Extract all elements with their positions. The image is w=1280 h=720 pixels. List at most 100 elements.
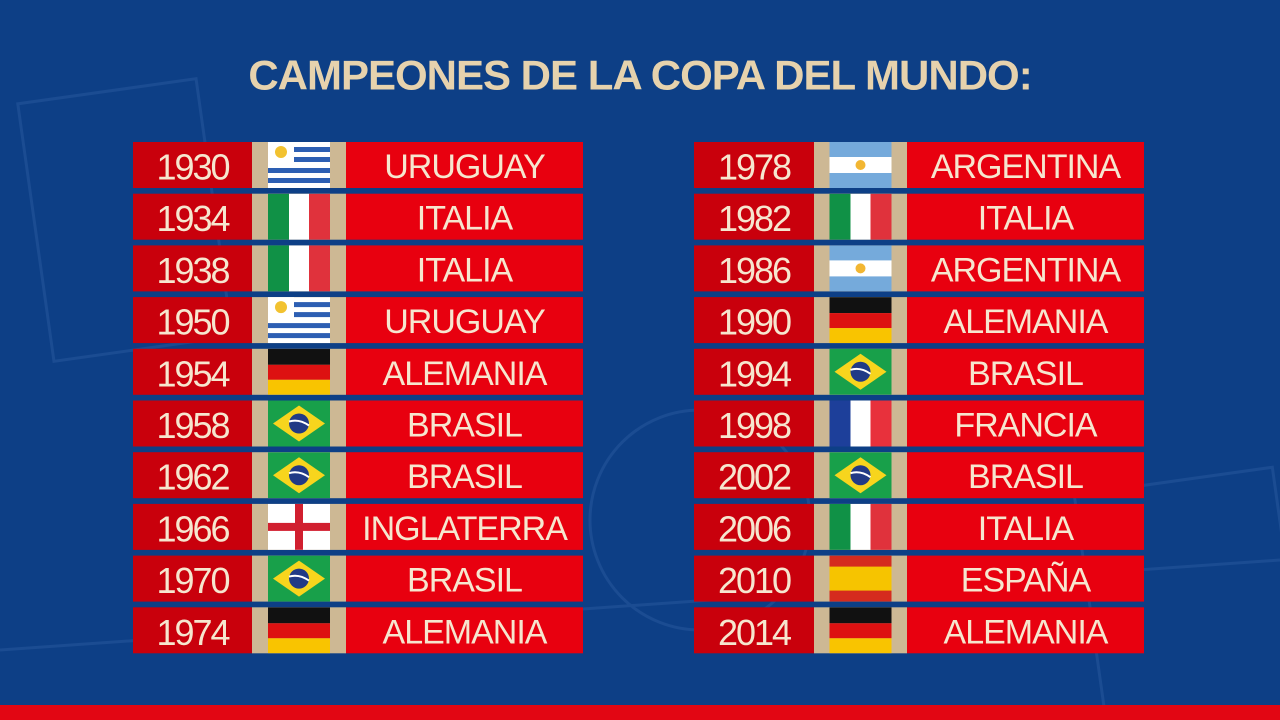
year-cell (694, 503, 814, 550)
champions-table: 1930 URUGUAY 1934 ITALIA 1938 ITALIA 1950 URUGU… (133, 142, 1144, 654)
champion: BRASIL (407, 562, 522, 600)
champion: ITALIA (417, 200, 514, 238)
name-cell (346, 193, 583, 240)
name-cell (907, 245, 1144, 292)
flag (268, 607, 330, 654)
champion: ESPAÑA (961, 562, 1092, 600)
champion: ALEMANIA (944, 303, 1109, 341)
year: 1958 (156, 405, 229, 446)
year-cell (694, 400, 814, 447)
champion: ITALIA (978, 510, 1075, 548)
year: 1930 (156, 147, 229, 188)
name-cell (907, 400, 1144, 447)
year-cell (694, 142, 814, 188)
year-cell (133, 555, 252, 602)
name-cell (907, 142, 1144, 188)
row: 1998 FRANCIA (694, 400, 1144, 447)
year-cell (133, 400, 252, 447)
year: 1990 (718, 302, 791, 343)
row: 2006 ITALIA (694, 503, 1144, 550)
row: 1982 ITALIA (694, 193, 1144, 240)
name-cell (907, 555, 1144, 602)
flag (268, 452, 330, 499)
name-cell (907, 193, 1144, 240)
champion: ALEMANIA (383, 613, 548, 651)
title: CAMPEONES DE LA COPA DEL MUNDO: (248, 52, 1031, 99)
champion: ALEMANIA (383, 355, 548, 393)
champion: BRASIL (407, 407, 522, 445)
row: 1990 ALEMANIA (694, 297, 1144, 344)
name-cell (907, 348, 1144, 395)
row: 1958 BRASIL (133, 400, 583, 447)
champion: BRASIL (968, 458, 1083, 496)
name-cell (346, 348, 583, 395)
champion: URUGUAY (384, 303, 545, 341)
champion: BRASIL (407, 458, 522, 496)
name-cell (346, 142, 583, 188)
row: 2014 ALEMANIA (694, 607, 1144, 654)
flag (829, 607, 892, 654)
flag (268, 193, 330, 240)
year: 2002 (718, 457, 791, 498)
flag (268, 400, 330, 447)
year: 2010 (718, 560, 791, 601)
year: 1970 (156, 560, 229, 601)
flag (268, 245, 330, 292)
flag (268, 142, 330, 188)
row: 1930 URUGUAY (133, 142, 583, 188)
row: 1938 ITALIA (133, 245, 583, 292)
year-cell (694, 245, 814, 292)
year: 2014 (718, 612, 791, 653)
year: 1994 (718, 353, 791, 394)
flag (268, 348, 330, 395)
name-cell (907, 297, 1144, 344)
year-cell (133, 245, 252, 292)
flag (268, 503, 330, 550)
champion: ALEMANIA (944, 613, 1109, 651)
flag (268, 297, 330, 344)
name-cell (907, 607, 1144, 654)
name-cell (346, 245, 583, 292)
year: 1950 (156, 302, 229, 343)
row: 1962 BRASIL (133, 452, 583, 499)
row: 1954 ALEMANIA (133, 348, 583, 395)
row: 1986 ARGENTINA (694, 245, 1144, 292)
year-cell (694, 607, 814, 654)
flag (829, 452, 892, 499)
row: 2002 BRASIL (694, 452, 1144, 499)
flag (829, 297, 892, 344)
year-cell (133, 297, 252, 344)
year-cell (133, 452, 252, 499)
year-cell (694, 193, 814, 240)
champion: ARGENTINA (931, 148, 1122, 186)
champion: ITALIA (417, 251, 514, 289)
flag (268, 555, 330, 602)
flag (829, 348, 892, 395)
champion: ARGENTINA (931, 251, 1122, 289)
name-cell (346, 607, 583, 654)
flag (829, 555, 892, 602)
year: 1982 (718, 198, 791, 239)
name-cell (346, 503, 583, 550)
year: 1978 (718, 147, 791, 188)
year: 1974 (156, 612, 229, 653)
year-cell (133, 193, 252, 240)
row: 1970 BRASIL (133, 555, 583, 602)
flag (829, 503, 892, 550)
bottom-strip (0, 705, 1280, 720)
name-cell (907, 452, 1144, 499)
year-cell (133, 607, 252, 654)
champion: FRANCIA (954, 407, 1098, 445)
year: 1938 (156, 250, 229, 291)
year: 1998 (718, 405, 791, 446)
year: 1934 (156, 198, 229, 239)
year: 1954 (156, 353, 229, 394)
name-cell (346, 400, 583, 447)
flag (829, 193, 892, 240)
name-cell (346, 555, 583, 602)
year-cell (694, 297, 814, 344)
year-cell (133, 142, 252, 188)
name-cell (346, 452, 583, 499)
year-cell (694, 555, 814, 602)
